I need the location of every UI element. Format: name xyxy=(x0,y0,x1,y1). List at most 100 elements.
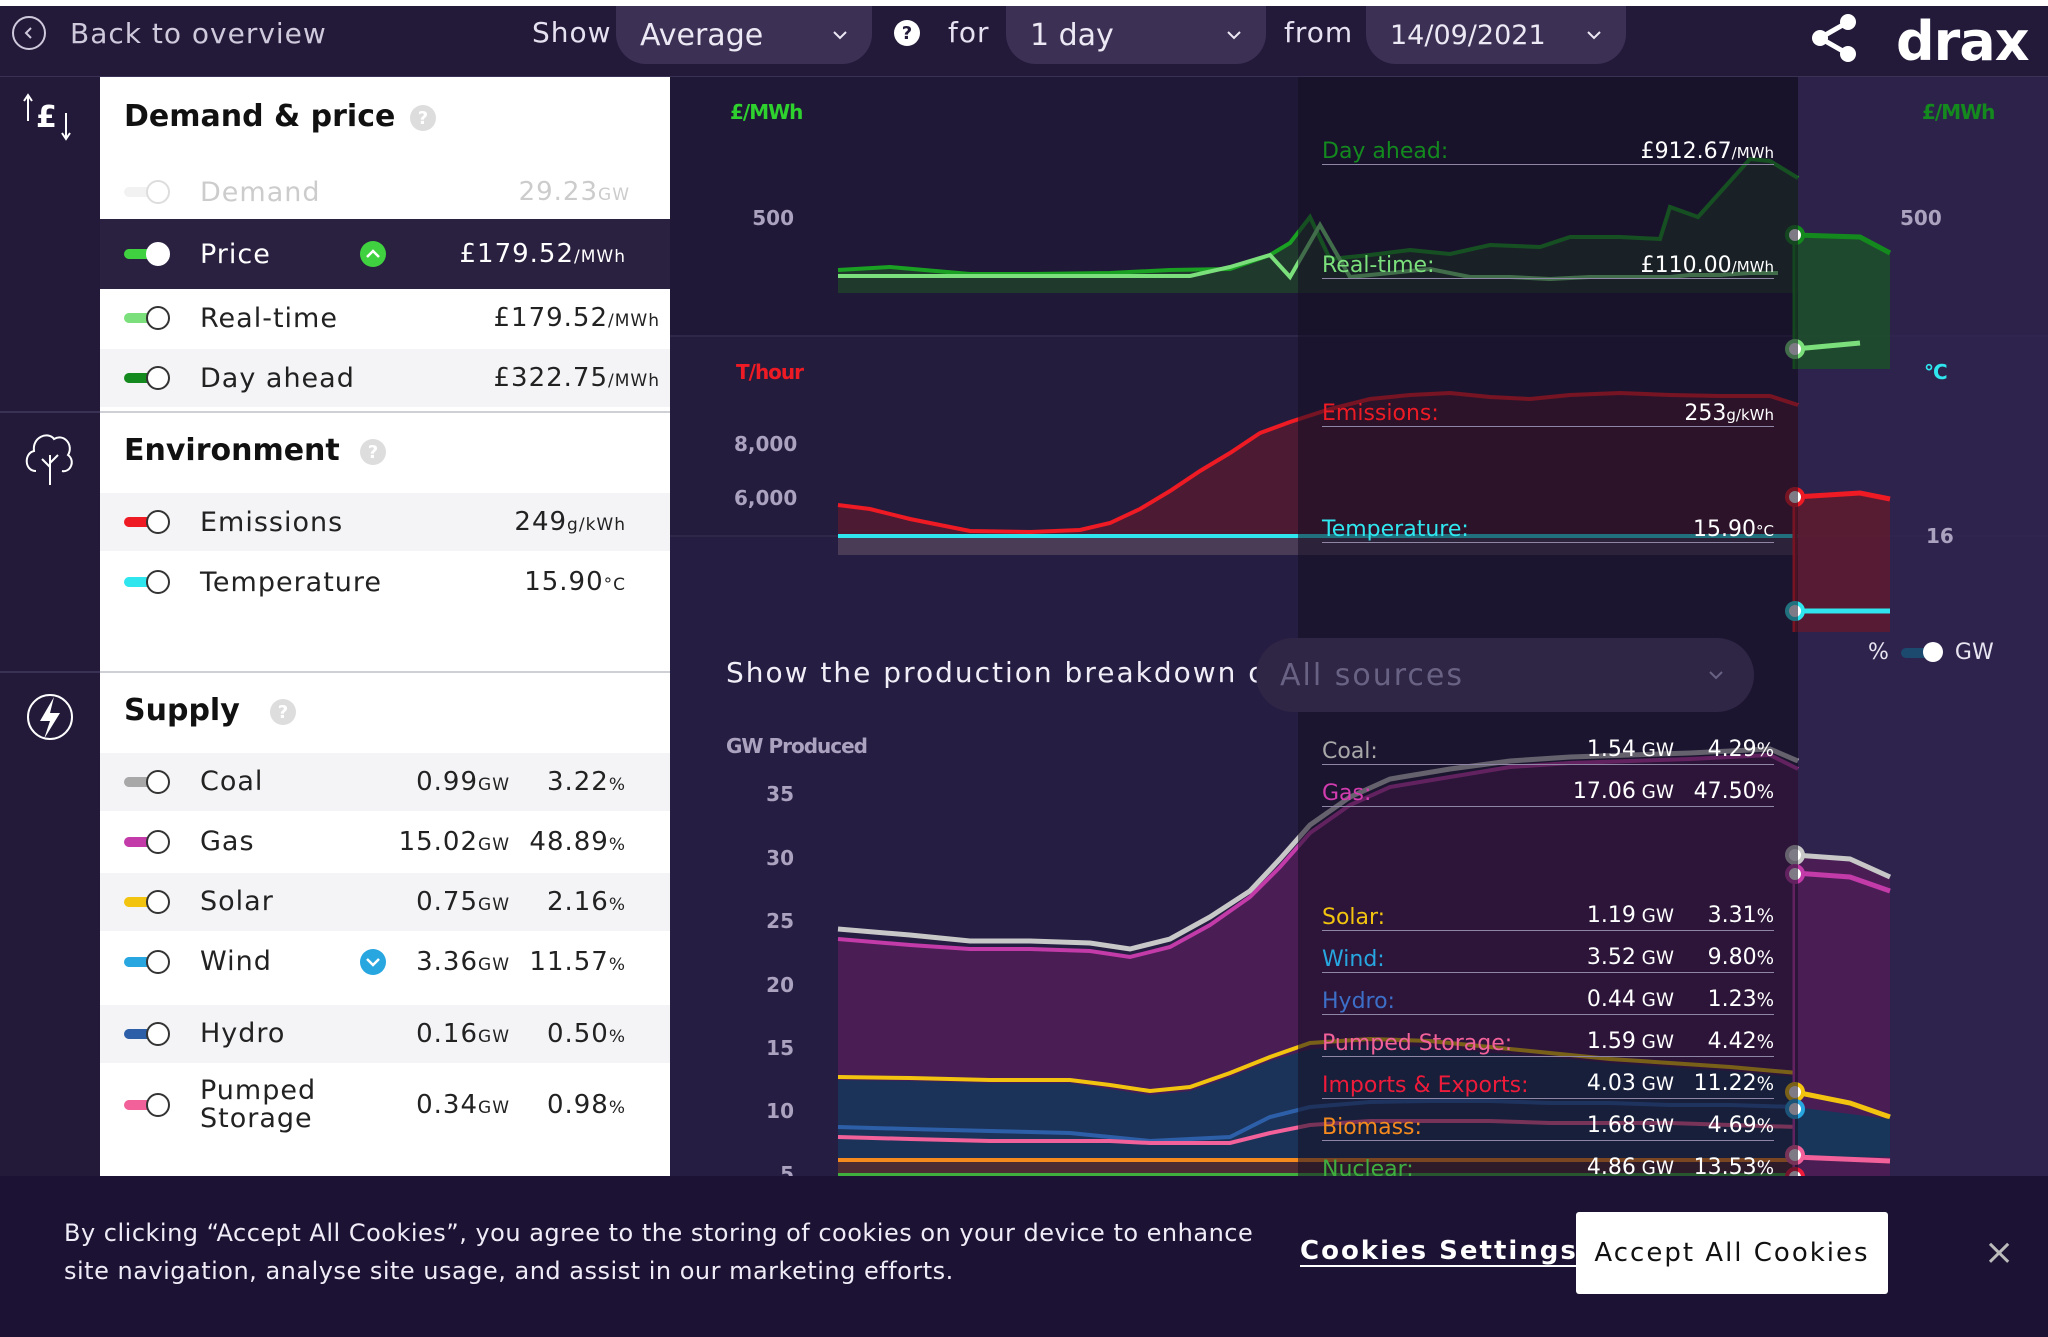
supply-label: Hydro xyxy=(200,1018,286,1049)
chevron-down-icon xyxy=(1587,31,1601,40)
toggle-pumped[interactable] xyxy=(124,1093,170,1117)
help-icon[interactable]: ? xyxy=(410,105,436,131)
tooltip-row: Emissions: 253g/kWh xyxy=(1322,396,1774,427)
chevron-left-icon xyxy=(12,16,46,50)
show-value: Average xyxy=(640,17,764,53)
tooltip-overlay xyxy=(1298,77,1798,1177)
help-icon[interactable]: ? xyxy=(270,699,296,725)
temp-tick: 16 xyxy=(1926,524,1954,548)
toggle-day-ahead[interactable] xyxy=(124,366,170,390)
toggle-solar[interactable] xyxy=(124,890,170,914)
toggle-emissions[interactable] xyxy=(124,510,170,534)
tooltip-pct: 4.29% xyxy=(1707,737,1774,762)
toggle-wind[interactable] xyxy=(124,950,170,974)
supply-label: Pumped Storage xyxy=(200,1075,317,1134)
cookies-settings-link[interactable]: Cookies Settings xyxy=(1300,1236,1578,1266)
metric-row-realtime[interactable]: Real-time £179.52/MWh xyxy=(100,289,670,347)
show-dropdown[interactable]: Average xyxy=(616,6,872,64)
metric-row-demand[interactable]: Demand 29.23GW xyxy=(100,163,670,221)
chevron-up-icon[interactable] xyxy=(360,241,386,267)
toggle-temperature[interactable] xyxy=(124,570,170,594)
metric-row-emissions[interactable]: Emissions 249g/kWh xyxy=(100,493,670,551)
period-dropdown[interactable]: 1 day xyxy=(1006,6,1266,64)
metric-value: 15.90°C xyxy=(524,567,626,597)
tooltip-row: Solar: 1.19 GW 3.31% xyxy=(1322,900,1774,931)
gw-tick: 10 xyxy=(766,1099,794,1123)
unit-toggle-switch[interactable] xyxy=(1900,641,1943,662)
metric-row-day-ahead[interactable]: Day ahead £322.75/MWh xyxy=(100,349,670,407)
gw-tick: 30 xyxy=(766,846,794,870)
back-to-overview-link[interactable]: Back to overview xyxy=(12,16,327,50)
drax-logo[interactable]: drax xyxy=(1896,10,2030,73)
tooltip-row: Biomass: 1.68 GW 4.69% xyxy=(1322,1110,1774,1141)
help-icon[interactable]: ? xyxy=(894,20,920,46)
metric-label: Emissions xyxy=(200,506,344,538)
environment-title: Environment xyxy=(124,433,340,468)
supply-row-wind[interactable]: Wind 3.36GW 11.57% xyxy=(100,933,670,991)
chevron-down-icon xyxy=(833,31,847,40)
percent-option[interactable]: % xyxy=(1868,640,1889,665)
tree-icon[interactable] xyxy=(22,427,78,487)
tooltip-pct: 3.31% xyxy=(1707,903,1774,928)
back-label: Back to overview xyxy=(70,16,327,50)
tooltip-row: Imports & Exports: 4.03 GW 11.22% xyxy=(1322,1068,1774,1099)
tooltip-label: Biomass: xyxy=(1322,1115,1422,1140)
tooltip-row: Coal: 1.54 GW 4.29% xyxy=(1322,734,1774,765)
supply-gw: 3.36GW xyxy=(416,947,510,977)
metric-row-temperature[interactable]: Temperature 15.90°C xyxy=(100,553,670,611)
section-divider xyxy=(100,671,670,673)
chevron-down-icon xyxy=(1709,671,1723,680)
for-label: for xyxy=(948,16,990,49)
supply-row-gas[interactable]: Gas 15.02GW 48.89% xyxy=(100,813,670,871)
toggle-price[interactable] xyxy=(124,242,170,266)
share-icon[interactable] xyxy=(1808,12,1860,64)
demand-price-title: Demand & price xyxy=(124,99,396,134)
tooltip-gw: 3.52 GW xyxy=(1586,945,1674,970)
supply-gw: 0.75GW xyxy=(416,887,510,917)
chevron-down-icon[interactable] xyxy=(360,949,386,975)
breakdown-dropdown[interactable]: All sources xyxy=(1256,638,1754,712)
tooltip-pct: 13.53% xyxy=(1693,1155,1774,1180)
toggle-demand[interactable] xyxy=(124,180,170,204)
supply-row-coal[interactable]: Coal 0.99GW 3.22% xyxy=(100,753,670,811)
tooltip-label: Gas: xyxy=(1322,781,1372,806)
tooltip-label: Imports & Exports: xyxy=(1322,1073,1529,1098)
supply-gw: 0.34GW xyxy=(416,1090,510,1120)
tooltip-pct: 4.69% xyxy=(1707,1113,1774,1138)
supply-row-pumped[interactable]: Pumped Storage 0.34GW 0.98% xyxy=(100,1065,670,1145)
supply-row-solar[interactable]: Solar 0.75GW 2.16% xyxy=(100,873,670,931)
gw-produced-label: GW Produced xyxy=(726,734,868,758)
supply-row-hydro[interactable]: Hydro 0.16GW 0.50% xyxy=(100,1005,670,1063)
metrics-panel: Demand & price ? Demand 29.23GW Price £1… xyxy=(100,77,670,1177)
toggle-gas[interactable] xyxy=(124,830,170,854)
unit-toggle[interactable]: % GW xyxy=(1868,640,1994,665)
metric-value: £179.52/MWh xyxy=(459,239,626,269)
gw-tick: 20 xyxy=(766,973,794,997)
supply-pct: 2.16% xyxy=(546,887,626,917)
gw-tick: 15 xyxy=(766,1036,794,1060)
tooltip-row: Real-time: £110.00/MWh xyxy=(1322,248,1774,279)
toggle-coal[interactable] xyxy=(124,770,170,794)
toggle-realtime[interactable] xyxy=(124,306,170,330)
gw-option[interactable]: GW xyxy=(1954,640,1994,665)
metric-row-price[interactable]: Price £179.52/MWh xyxy=(100,219,670,289)
toggle-hydro[interactable] xyxy=(124,1022,170,1046)
close-icon[interactable]: × xyxy=(1984,1232,2015,1273)
tooltip-gw: 4.03 GW xyxy=(1586,1071,1674,1096)
tooltip-value: £110.00/MWh xyxy=(1640,253,1774,278)
cookie-banner: By clicking “Accept All Cookies”, you ag… xyxy=(0,1176,2048,1337)
tooltip-gw: 1.54 GW xyxy=(1586,737,1674,762)
price-pound-icon[interactable]: £ xyxy=(22,91,78,143)
supply-pct: 3.22% xyxy=(546,767,626,797)
breakdown-label: Show the production breakdown of xyxy=(726,656,1280,689)
lightning-icon[interactable] xyxy=(22,689,78,745)
accept-all-cookies-button[interactable]: Accept All Cookies xyxy=(1576,1212,1888,1294)
tooltip-gw: 1.68 GW xyxy=(1586,1113,1674,1138)
date-dropdown[interactable]: 14/09/2021 xyxy=(1366,6,1626,64)
help-icon[interactable]: ? xyxy=(360,439,386,465)
breakdown-value: All sources xyxy=(1280,657,1464,693)
top-bar: Back to overview Show Average ? for 1 da… xyxy=(0,0,2048,77)
section-divider xyxy=(100,411,670,413)
tooltip-row: Wind: 3.52 GW 9.80% xyxy=(1322,942,1774,973)
temp-unit-label: °C xyxy=(1924,360,1948,384)
